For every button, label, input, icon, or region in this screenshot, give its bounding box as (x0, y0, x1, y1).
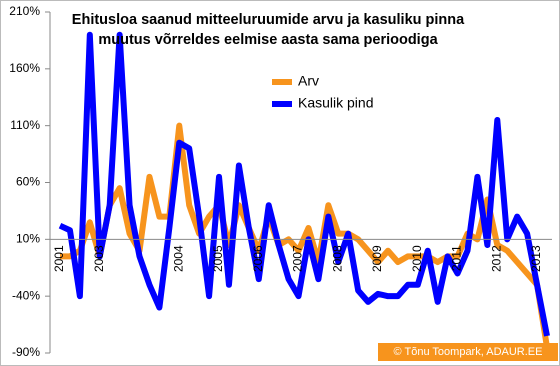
x-tick-label: 2010 (410, 245, 424, 272)
y-tick-label: -40% (12, 288, 40, 302)
y-tick-label: 110% (10, 118, 40, 132)
legend-label: Kasulik pind (298, 95, 374, 111)
x-tick-label: 2004 (171, 245, 185, 272)
y-tick-label: 10% (16, 232, 40, 246)
x-tick-label: 2012 (489, 245, 503, 272)
x-tick-label: 2001 (52, 245, 66, 272)
x-tick-label: 2008 (330, 245, 344, 272)
x-tick-label: 2006 (251, 245, 265, 272)
x-tick-label: 2007 (291, 245, 305, 272)
y-tick-label: 60% (16, 175, 40, 189)
x-tick-label: 2005 (211, 245, 225, 272)
x-tick-label: 2011 (450, 245, 464, 271)
x-tick-label: 2013 (529, 245, 543, 272)
y-tick-label: -90% (12, 345, 40, 359)
series-line (58, 31, 550, 337)
x-tick-label: 2009 (370, 245, 384, 272)
y-tick-label: 210% (9, 4, 40, 18)
chart-title: muutus võrreldes eelmise aasta sama peri… (98, 32, 438, 48)
copyright: © Tõnu Toompark, ADAUR.EE (394, 346, 543, 358)
legend-label: Arv (298, 73, 319, 89)
copyright-box (378, 343, 558, 361)
x-tick-label: 2003 (92, 245, 106, 272)
y-tick-label: 160% (9, 61, 40, 75)
chart-title: Ehitusloa saanud mitteeluruumide arvu ja… (72, 12, 465, 28)
